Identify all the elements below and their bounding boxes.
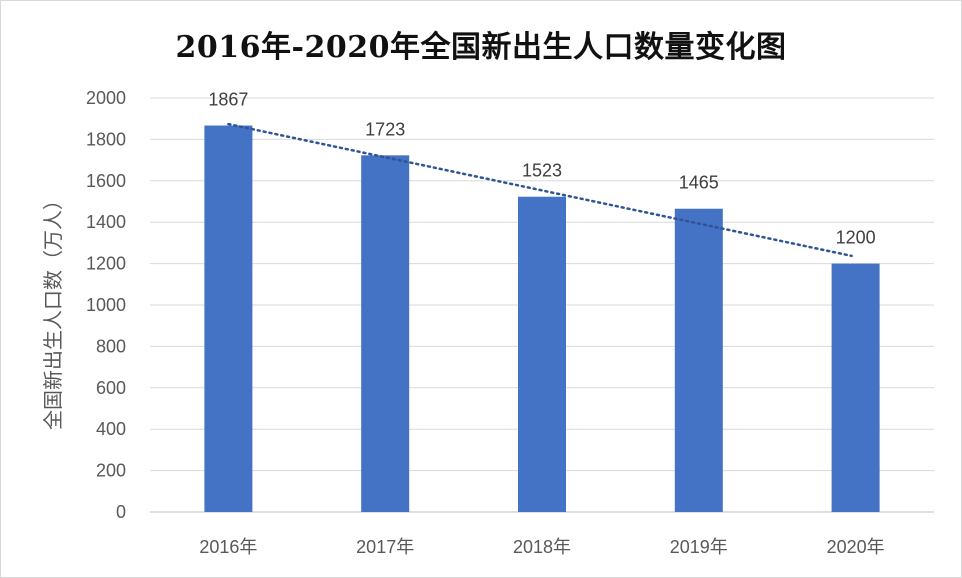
x-axis-ticks: 2016年 2017年 2018年 2019年 2020年: [199, 537, 884, 557]
x-tick-label: 2020年: [827, 537, 885, 557]
data-label: 1723: [365, 119, 405, 139]
trendline: [227, 122, 853, 258]
chart-title: 2016年-2020年全国新出生人口数量变化图: [175, 30, 787, 65]
y-axis-label: 全国新出生人口数（万人）: [42, 190, 65, 430]
y-tick-label: 1800: [86, 129, 126, 149]
y-tick-label: 2000: [86, 88, 126, 108]
bars: [204, 125, 880, 513]
bar: [674, 208, 723, 512]
data-label: 1523: [522, 161, 562, 181]
y-tick-label: 400: [96, 419, 126, 439]
x-tick-label: 2019年: [670, 537, 728, 557]
y-tick-label: 1600: [86, 171, 126, 191]
trendline-path: [227, 122, 853, 258]
data-labels: 1867 1723 1523 1465 1200: [208, 90, 875, 248]
y-tick-label: 1000: [86, 295, 126, 315]
y-tick-label: 0: [116, 502, 126, 522]
y-axis-ticks: 0 200 400 600 800 1000 1200 1400 1600 1800 2000: [86, 88, 126, 522]
bar: [361, 155, 410, 513]
bar: [831, 263, 880, 512]
data-label: 1465: [679, 173, 719, 193]
bar: [204, 125, 253, 512]
x-tick-label: 2017年: [356, 537, 414, 557]
y-tick-label: 800: [96, 336, 126, 356]
x-tick-label: 2016年: [199, 537, 257, 557]
data-label: 1867: [208, 90, 248, 110]
x-tick-label: 2018年: [513, 537, 571, 557]
y-tick-label: 1200: [86, 254, 126, 274]
data-label: 1200: [836, 228, 876, 248]
y-tick-label: 600: [96, 378, 126, 398]
bar: [518, 196, 566, 512]
y-tick-label: 200: [96, 461, 126, 481]
y-tick-label: 1400: [86, 212, 126, 232]
